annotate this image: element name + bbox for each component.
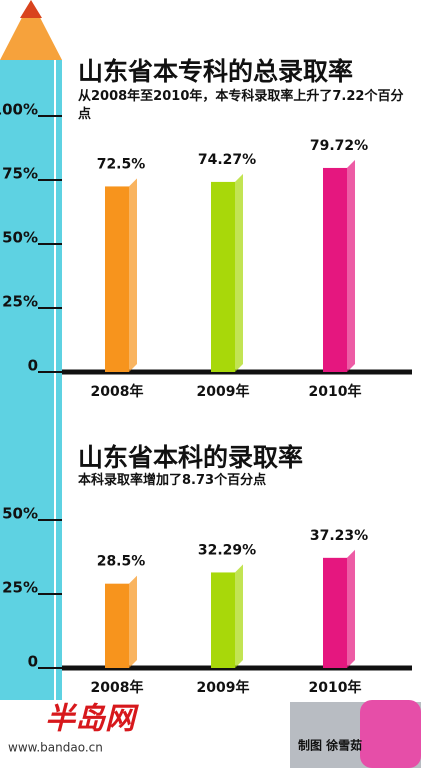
value-label: 72.5% — [97, 156, 146, 172]
bar-front — [105, 186, 129, 372]
value-label: 32.29% — [198, 542, 256, 558]
x-tick-label: 2009年 — [197, 679, 250, 696]
bar-side — [129, 178, 137, 372]
y-tick-label: 0 — [28, 357, 38, 375]
bar-top — [211, 564, 243, 573]
bar-side — [347, 549, 355, 668]
bar-side — [235, 564, 243, 668]
bar-side — [235, 173, 243, 372]
y-tick-label: 75% — [2, 165, 38, 183]
logo: 半岛网 — [45, 702, 139, 737]
pencil-tip — [0, 0, 62, 60]
value-label: 79.72% — [310, 138, 368, 154]
y-tick-label: 50% — [2, 505, 38, 523]
credit: 制图 徐雪茹 — [298, 738, 362, 753]
bar — [323, 159, 355, 372]
x-tick-label: 2009年 — [197, 383, 250, 400]
chart-title: 山东省本专科的总录取率 — [78, 57, 354, 86]
x-tick-label: 2010年 — [309, 383, 362, 400]
bar-front — [323, 557, 347, 668]
chart-title: 山东省本科的录取率 — [78, 443, 304, 472]
bar-top — [323, 159, 355, 168]
pencil-lead — [20, 0, 42, 18]
x-tick-label: 2008年 — [91, 679, 144, 696]
bar-front — [105, 583, 129, 668]
bar-front — [211, 181, 235, 372]
y-tick-label: 25% — [2, 579, 38, 597]
bar-top — [323, 549, 355, 558]
chart-subtitle: 本科录取率增加了8.73个百分点 — [78, 473, 267, 488]
bar-side — [129, 575, 137, 668]
eraser — [360, 700, 421, 768]
pencil-body — [0, 60, 62, 700]
value-label: 74.27% — [198, 152, 256, 168]
y-tick-label: 50% — [2, 229, 38, 247]
y-tick-label: 0 — [28, 653, 38, 671]
bar-front — [323, 167, 347, 372]
chart-subtitle: 从2008年至2010年，本专科录取率上升了7.22个百分点 — [78, 89, 404, 122]
bar — [211, 564, 243, 668]
bar — [323, 549, 355, 668]
y-tick-label: 100% — [0, 101, 38, 119]
value-label: 37.23% — [310, 528, 368, 544]
bar — [105, 178, 137, 372]
bar-top — [211, 173, 243, 182]
logo-url: www.bandao.cn — [8, 741, 103, 755]
bar-front — [211, 572, 235, 668]
bar-top — [105, 178, 137, 187]
bar-top — [105, 575, 137, 584]
x-tick-label: 2010年 — [309, 679, 362, 696]
x-tick-label: 2008年 — [91, 383, 144, 400]
bar-side — [347, 159, 355, 372]
bar — [211, 173, 243, 372]
bar — [105, 575, 137, 668]
value-label: 28.5% — [97, 554, 146, 570]
y-tick-label: 25% — [2, 293, 38, 311]
